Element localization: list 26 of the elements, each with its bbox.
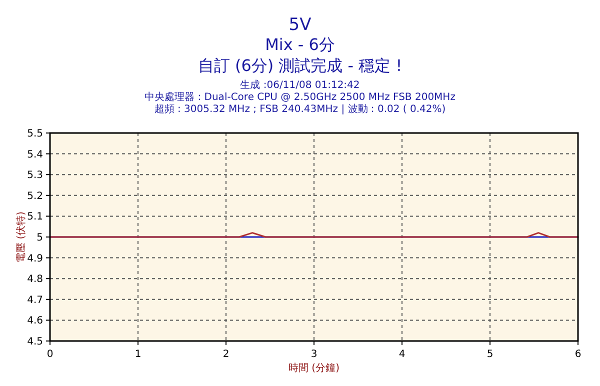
y-tick-label: 4.9 [27, 253, 43, 264]
chart-subtitle: Mix - 6分 [265, 35, 335, 54]
text: 自訂 (6分) 測試完成 - 穩定 ! [198, 56, 402, 75]
y-tick-label: 4.6 [27, 316, 43, 327]
y-tick-label: 4.7 [27, 294, 43, 306]
x-axis-title: 時間 (分鐘) [288, 362, 340, 374]
text: 超頻 : 3005.32 MHz ; FSB 240.43MHz | 波動 : 0.02 ( 0.42%) [154, 103, 446, 115]
y-tick-label: 4.8 [27, 274, 43, 286]
y-tick-label: 5 [36, 232, 43, 244]
x-tick-label: 2 [222, 349, 230, 360]
chart-title: 5V [288, 15, 312, 35]
x-tick-label: 3 [310, 349, 318, 360]
text: 生成 :06/11/08 01:12:42 [240, 79, 360, 91]
x-tick-label: 0 [46, 349, 54, 360]
y-tick-label: 5.5 [27, 128, 43, 140]
y-axis-title: 電壓 (伏特) [15, 211, 27, 262]
x-tick-label: 6 [574, 349, 582, 360]
y-tick-label: 5.3 [27, 170, 43, 182]
text: 中央處理器 : Dual-Core CPU @ 2.50GHz 2500 MHz FSB 200MHz [144, 91, 456, 103]
x-tick-label: 4 [398, 349, 406, 360]
x-tick-label: 1 [134, 349, 142, 360]
y-tick-label: 5.1 [27, 212, 43, 223]
x-tick-label: 5 [486, 349, 494, 360]
y-tick-label: 5.4 [27, 149, 43, 160]
y-tick-label: 4.5 [27, 336, 43, 348]
y-tick-label: 5.2 [27, 190, 43, 202]
